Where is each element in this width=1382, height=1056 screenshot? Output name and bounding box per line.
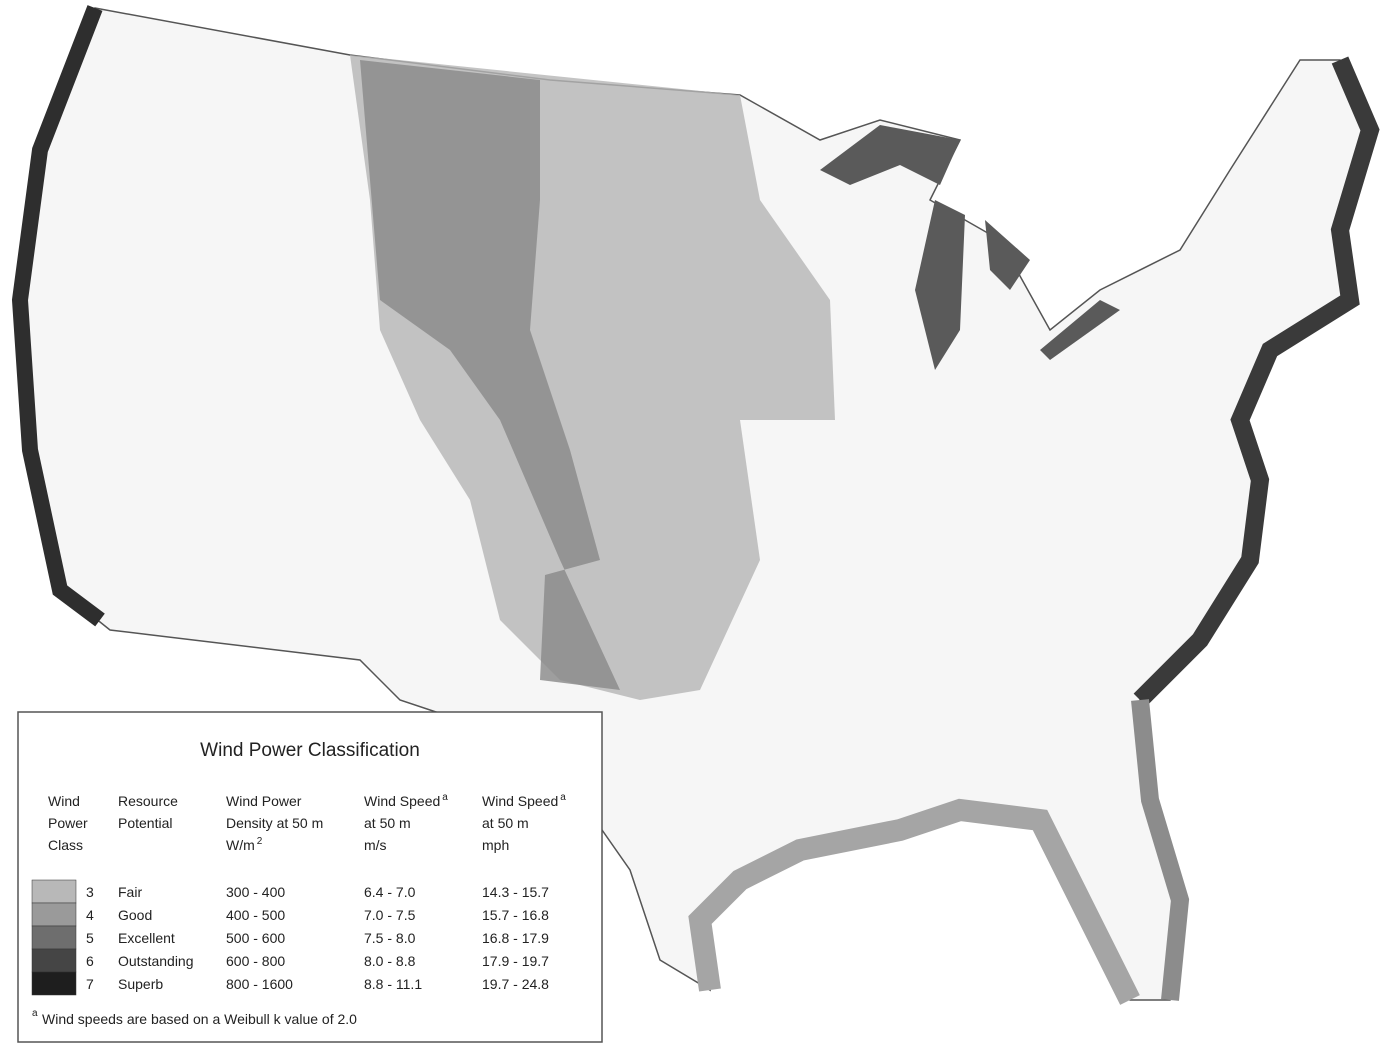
legend-cell: Excellent: [118, 930, 175, 946]
legend-swatch: [31, 948, 77, 973]
legend-cell: 5: [86, 930, 94, 946]
legend-header: Potential: [118, 815, 172, 831]
legend: Wind Power Class Resource Potential Wind Powe…: [31, 792, 566, 1027]
legend-cell: 8.8 - 11.1: [364, 976, 422, 992]
legend-box: [17, 711, 603, 1043]
legend-cell: 8.0 - 8.8: [364, 953, 416, 969]
legend-cell: 19.7 - 24.8: [482, 976, 549, 992]
legend-cell: 17.9 - 19.7: [482, 953, 549, 969]
gulf-coast: [688, 798, 1140, 1005]
superscript: a: [560, 792, 566, 803]
superscript: a: [442, 792, 448, 803]
legend-cell: Superb: [118, 976, 163, 992]
legend-cell: Outstanding: [118, 953, 194, 969]
legend-swatch: [31, 879, 77, 904]
legend-cell: 300 - 400: [226, 884, 285, 900]
legend-swatch: [31, 925, 77, 950]
legend-cell: 3: [86, 884, 94, 900]
atlantic-coast: [1133, 56, 1380, 707]
legend-cell: 16.8 - 17.9: [482, 930, 549, 946]
legend-header: Wind: [48, 793, 80, 809]
legend-cell: 14.3 - 15.7: [482, 884, 549, 900]
legend-header: Resource: [118, 793, 178, 809]
legend-cell: Fair: [118, 884, 142, 900]
legend-header: mph: [482, 837, 509, 853]
legend-header: Wind Power: [226, 793, 302, 809]
legend-cell: 7: [86, 976, 94, 992]
legend-header: Class: [48, 837, 83, 853]
legend-cell: 400 - 500: [226, 907, 285, 923]
plains-strong: [360, 60, 620, 690]
superscript: a: [32, 1008, 38, 1019]
legend-cell: Good: [118, 907, 152, 923]
pacific-coast: [11, 5, 105, 627]
legend-header: Power: [48, 815, 88, 831]
legend-swatch: [31, 971, 77, 996]
legend-cell: 500 - 600: [226, 930, 285, 946]
legend-header: Density at 50 m: [226, 815, 323, 831]
florida-coast: [1131, 699, 1190, 1001]
legend-header: W/m: [226, 837, 255, 853]
legend-cell: 7.5 - 8.0: [364, 930, 416, 946]
legend-title: Wind Power Classification: [200, 740, 420, 761]
legend-header: at 50 m: [364, 815, 411, 831]
legend-cell: 6.4 - 7.0: [364, 884, 416, 900]
legend-cell: 4: [86, 907, 94, 923]
legend-header: m/s: [364, 837, 387, 853]
footnote: Wind speeds are based on a Weibull k val…: [42, 1011, 357, 1027]
legend-swatch: [31, 902, 77, 927]
legend-cell: 15.7 - 16.8: [482, 907, 549, 923]
superscript: 2: [257, 836, 263, 847]
legend-cell: 800 - 1600: [226, 976, 293, 992]
legend-header: Wind Speed: [364, 793, 440, 809]
great-lakes: [820, 125, 1120, 370]
legend-cell: 6: [86, 953, 94, 969]
legend-cell: 600 - 800: [226, 953, 285, 969]
legend-cell: 7.0 - 7.5: [364, 907, 416, 923]
legend-header: at 50 m: [482, 815, 529, 831]
legend-header: Wind Speed: [482, 793, 558, 809]
